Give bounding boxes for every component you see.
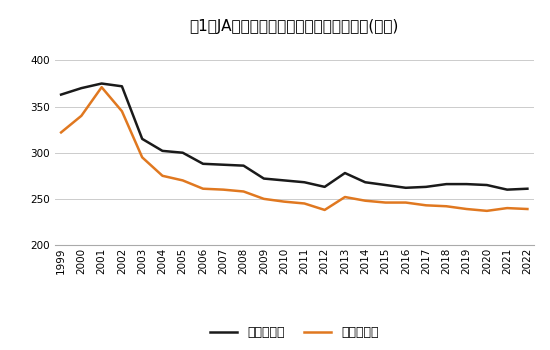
事業管理費 bbox=[240, 189, 247, 194]
事業管理費 bbox=[58, 130, 64, 134]
事業管理費 bbox=[382, 201, 389, 205]
事業管理費 bbox=[463, 207, 470, 211]
事業管理費 bbox=[504, 206, 510, 210]
事業総利益 bbox=[200, 162, 206, 166]
事業総利益 bbox=[321, 185, 328, 189]
事業管理費 bbox=[98, 85, 105, 89]
Line: 事業総利益: 事業総利益 bbox=[61, 84, 527, 190]
事業総利益 bbox=[301, 180, 307, 184]
事業管理費 bbox=[281, 199, 288, 204]
事業管理費 bbox=[524, 207, 531, 211]
事業総利益 bbox=[78, 86, 85, 90]
事業管理費 bbox=[220, 188, 227, 192]
Title: 図1　JA香川県の事業総利益と事業管理費(億円): 図1 JA香川県の事業総利益と事業管理費(億円) bbox=[190, 19, 399, 34]
事業総利益 bbox=[524, 187, 531, 191]
事業総利益 bbox=[139, 137, 146, 141]
事業総利益 bbox=[240, 163, 247, 168]
事業管理費 bbox=[261, 197, 267, 201]
事業総利益 bbox=[342, 171, 348, 175]
事業総利益 bbox=[261, 176, 267, 181]
Legend: 事業総利益, 事業管理費: 事業総利益, 事業管理費 bbox=[205, 321, 384, 344]
Line: 事業管理費: 事業管理費 bbox=[61, 87, 527, 211]
事業管理費 bbox=[78, 114, 85, 118]
事業管理費 bbox=[119, 109, 125, 113]
事業管理費 bbox=[200, 187, 206, 191]
事業総利益 bbox=[423, 185, 430, 189]
事業総利益 bbox=[159, 149, 166, 153]
事業総利益 bbox=[220, 163, 227, 167]
事業管理費 bbox=[403, 201, 409, 205]
事業管理費 bbox=[321, 208, 328, 212]
事業管理費 bbox=[301, 201, 307, 205]
事業総利益 bbox=[281, 178, 288, 182]
事業総利益 bbox=[443, 182, 449, 186]
事業総利益 bbox=[382, 183, 389, 187]
事業総利益 bbox=[98, 82, 105, 86]
事業管理費 bbox=[342, 195, 348, 199]
事業総利益 bbox=[119, 84, 125, 89]
事業総利益 bbox=[463, 182, 470, 186]
事業総利益 bbox=[403, 186, 409, 190]
事業総利益 bbox=[58, 92, 64, 97]
事業管理費 bbox=[483, 209, 490, 213]
事業管理費 bbox=[443, 204, 449, 208]
事業管理費 bbox=[139, 155, 146, 160]
事業総利益 bbox=[179, 150, 186, 155]
事業管理費 bbox=[159, 174, 166, 178]
事業管理費 bbox=[423, 203, 430, 208]
事業管理費 bbox=[362, 198, 369, 203]
事業管理費 bbox=[179, 178, 186, 182]
事業総利益 bbox=[483, 183, 490, 187]
事業総利益 bbox=[362, 180, 369, 184]
事業総利益 bbox=[504, 188, 510, 192]
